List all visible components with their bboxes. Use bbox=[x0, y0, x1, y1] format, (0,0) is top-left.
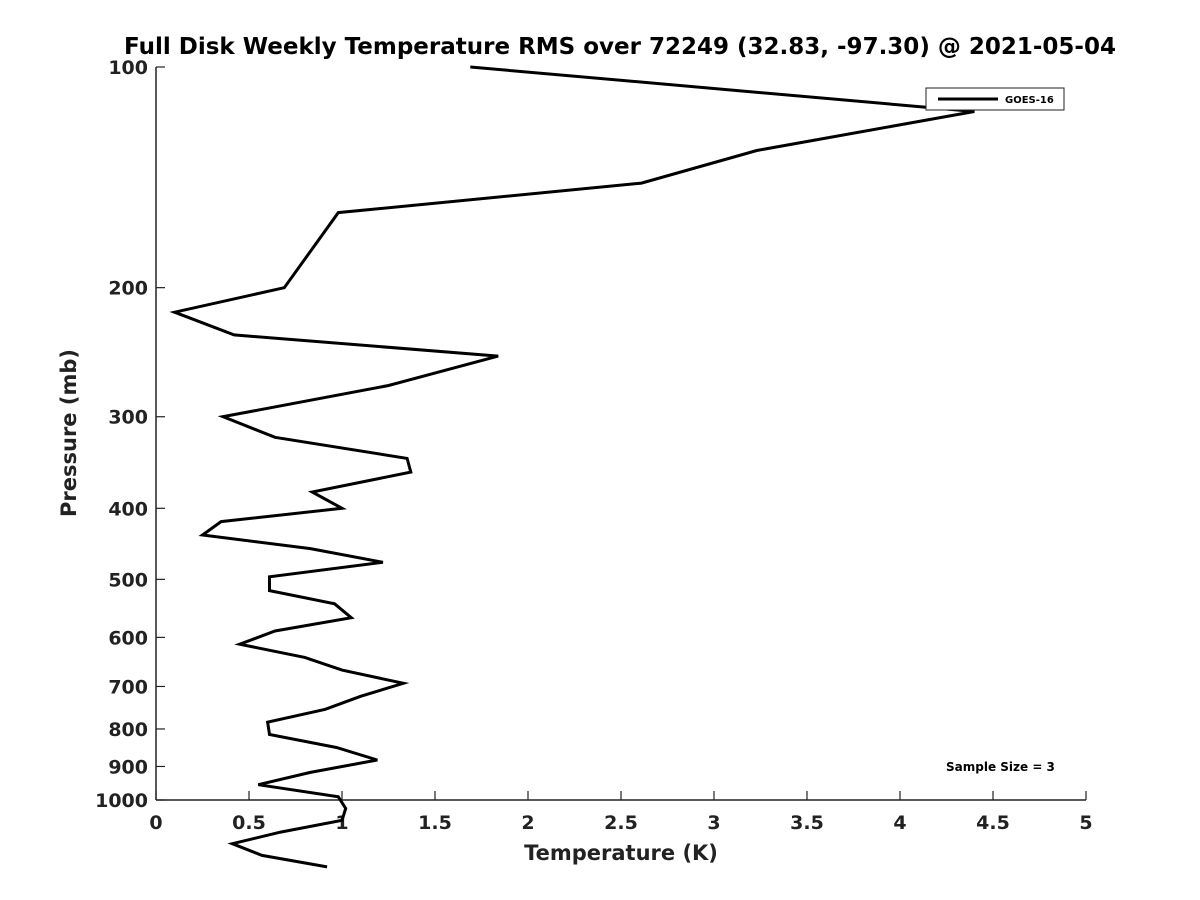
x-tick-label: 1.5 bbox=[418, 812, 452, 834]
x-axis-label: Temperature (K) bbox=[524, 841, 718, 865]
legend-label-goes-16: GOES-16 bbox=[1005, 95, 1054, 106]
y-axis-label: Pressure (mb) bbox=[57, 349, 81, 517]
legend: GOES-16 bbox=[925, 87, 1065, 111]
y-tick-label: 700 bbox=[108, 676, 148, 698]
x-ticks: 0 0.5 1 1.5 2 2.5 3 3.5 4 4.5 5 bbox=[149, 791, 1093, 834]
x-tick-label: 1 bbox=[335, 812, 348, 834]
chart-title: Full Disk Weekly Temperature RMS over 72… bbox=[124, 34, 1116, 60]
x-tick-label: 4.5 bbox=[976, 812, 1010, 834]
x-tick-label: 0 bbox=[149, 812, 162, 834]
x-tick-label: 3 bbox=[707, 812, 720, 834]
y-tick-label: 300 bbox=[108, 407, 148, 429]
y-tick-label: 1000 bbox=[95, 790, 148, 812]
x-tick-label: 4 bbox=[893, 812, 906, 834]
x-tick-label: 3.5 bbox=[790, 812, 824, 834]
y-tick-label: 600 bbox=[108, 627, 148, 649]
y-tick-label: 400 bbox=[108, 498, 148, 520]
y-tick-label: 800 bbox=[108, 719, 148, 741]
series-line-goes-16 bbox=[169, 65, 975, 869]
y-tick-label: 500 bbox=[108, 569, 148, 591]
y-tick-label: 900 bbox=[108, 756, 148, 778]
x-tick-label: 5 bbox=[1079, 812, 1092, 834]
y-tick-label: 100 bbox=[108, 57, 148, 79]
x-tick-label: 0.5 bbox=[232, 812, 266, 834]
y-tick-label: 200 bbox=[108, 278, 148, 300]
series-group bbox=[169, 65, 975, 869]
x-tick-label: 2 bbox=[521, 812, 534, 834]
y-ticks: 100 200 300 400 500 600 700 800 900 1000 bbox=[95, 57, 165, 812]
x-tick-label: 2.5 bbox=[604, 812, 638, 834]
sample-size-annotation: Sample Size = 3 bbox=[946, 760, 1055, 774]
